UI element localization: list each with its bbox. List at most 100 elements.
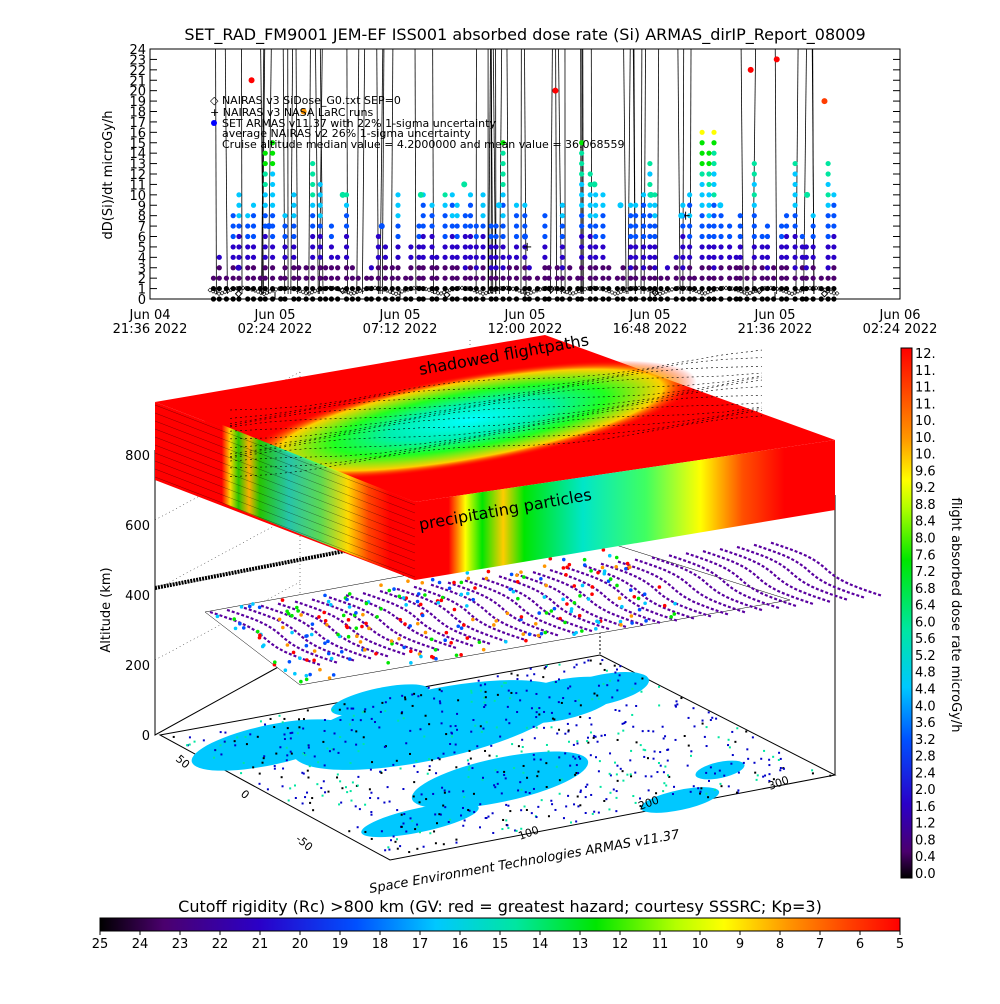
dose-point [779, 296, 784, 301]
dose-point [217, 286, 222, 291]
map-dot [324, 791, 326, 793]
dose-point [699, 276, 704, 281]
map-dot [643, 756, 645, 758]
orbit-point [416, 622, 420, 626]
dose-point [310, 286, 315, 291]
dose-point [560, 203, 565, 208]
dose-point [560, 223, 565, 228]
dose-point [310, 276, 315, 281]
map-dot [402, 788, 404, 790]
map-dot [307, 776, 309, 778]
dose-point [560, 213, 565, 218]
dose-point [744, 286, 749, 291]
map-dot [617, 780, 619, 782]
dose-point [236, 244, 241, 249]
dose-point [421, 265, 426, 270]
dose-point [699, 286, 704, 291]
orbit-point [234, 627, 238, 631]
dose-point [291, 192, 296, 197]
dose-point [474, 255, 479, 260]
map-dot [429, 765, 431, 767]
map-dot [710, 719, 712, 721]
orbit-point [284, 668, 288, 672]
map-dot [563, 671, 565, 673]
dose-colorbar-tick-label: 7.6 [915, 548, 936, 563]
dose-colorbar-tick-label: 4.4 [915, 682, 936, 697]
dose-point [765, 286, 770, 291]
dose-point [641, 296, 646, 301]
map-dot [267, 788, 269, 790]
orbit-point [520, 615, 524, 619]
map-dot [363, 736, 365, 738]
dose-point [771, 286, 776, 291]
map-dot [308, 744, 310, 746]
map-dot [496, 726, 498, 728]
altitude-tick-label: 200 [125, 659, 150, 674]
rigidity-colorbar-label: Cutoff rigidity (Rc) >800 km (GV: red = … [178, 897, 822, 916]
dose-point [699, 255, 704, 260]
dose-point [329, 276, 334, 281]
dose-point [831, 223, 836, 228]
dose-point [752, 171, 757, 176]
dose-point [450, 255, 455, 260]
dose-point [474, 244, 479, 249]
dose-point [480, 213, 485, 218]
dose-point [211, 296, 216, 301]
dose-point [641, 255, 646, 260]
orbit-point [596, 571, 600, 575]
orbit-point [638, 608, 642, 612]
orbit-point [455, 653, 459, 657]
map-dot [503, 682, 505, 684]
dose-point [245, 244, 250, 249]
dose-point [699, 161, 704, 166]
armas-peak-point [748, 67, 754, 73]
map-dot [537, 771, 539, 773]
dose-point [455, 244, 460, 249]
orbit-point [281, 598, 285, 602]
map-dot [626, 774, 628, 776]
dose-point [542, 244, 547, 249]
dose-point [620, 296, 625, 301]
dose-point [489, 255, 494, 260]
dose-point [463, 244, 468, 249]
dose-point [270, 255, 275, 260]
dose-point [752, 161, 757, 166]
map-dot [556, 766, 558, 768]
orbit-point [545, 611, 549, 615]
map-dot [384, 746, 386, 748]
map-dot [531, 812, 533, 814]
dose-colorbar-label: flight absorbed dose rate microGy/h [948, 498, 963, 733]
dose-point [350, 286, 355, 291]
dose-point [251, 223, 256, 228]
map-dot [614, 665, 616, 667]
dose-point [364, 296, 369, 301]
dose-colorbar-tick-label: 1.6 [915, 800, 936, 815]
dose-point [588, 244, 593, 249]
map-dot [521, 739, 523, 741]
map-dot [743, 762, 745, 764]
latitude-tick-label: 0 [238, 787, 252, 801]
dose-point [593, 244, 598, 249]
map-dot [402, 822, 404, 824]
map-dot [764, 775, 766, 777]
map-dot [353, 715, 355, 717]
dose-point [376, 296, 381, 301]
map-dot [551, 712, 553, 714]
map-dot [371, 838, 373, 840]
dose-point [245, 296, 250, 301]
map-dot [702, 723, 704, 725]
map-dot [652, 730, 654, 732]
dose-point [560, 296, 565, 301]
dose-point [579, 182, 584, 187]
dose-point [706, 296, 711, 301]
orbit-point [248, 605, 252, 609]
map-dot [435, 772, 437, 774]
orbit-point [355, 634, 359, 638]
dose-colorbar-tick-label: 5.6 [915, 632, 936, 647]
map-dot [419, 728, 421, 730]
dose-point [633, 276, 638, 281]
map-dot [642, 730, 644, 732]
dose-point [514, 265, 519, 270]
dose-point [231, 244, 236, 249]
map-dot [470, 731, 472, 733]
